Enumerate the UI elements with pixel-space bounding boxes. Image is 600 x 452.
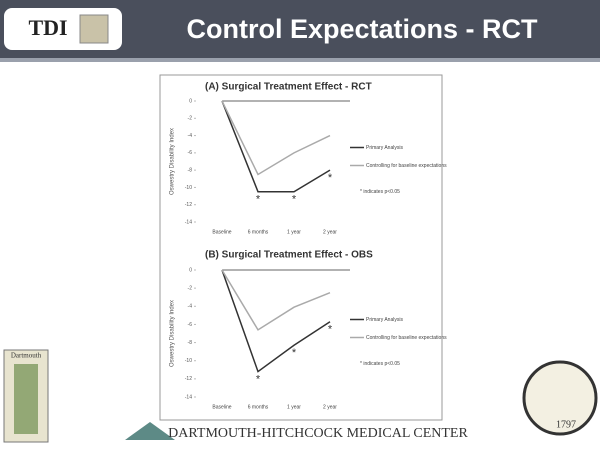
header-rule (0, 58, 600, 62)
significance-marker: * (256, 374, 261, 386)
y-tick-label: -14 (185, 394, 192, 400)
y-tick-label: -12 (185, 376, 192, 382)
y-tick-label: -10 (185, 185, 192, 191)
y-tick-label: -14 (185, 219, 192, 225)
y-tick-label: -12 (185, 202, 192, 208)
y-tick-label: -2 (188, 116, 193, 122)
y-tick-label: -4 (188, 133, 193, 139)
y-tick-label: 0 (189, 98, 192, 104)
series-line (221, 269, 331, 373)
significance-marker: * (256, 194, 261, 206)
series-line (221, 100, 331, 193)
logo-text: TDI (28, 15, 67, 40)
x-tick-label: Baseline (212, 404, 231, 410)
y-tick-label: -10 (185, 358, 192, 364)
significance-marker: * (328, 324, 333, 336)
legend-label: Controlling for baseline expectations (366, 163, 447, 169)
significance-marker: * (292, 194, 297, 206)
y-axis-label: Oswestry Disability Index (170, 300, 176, 367)
significance-marker: * (292, 347, 297, 359)
y-tick-label: -8 (188, 340, 193, 346)
legend-label: Primary Analysis (366, 317, 403, 323)
series-line (221, 269, 331, 331)
x-tick-label: 6 months (248, 229, 269, 235)
x-tick-label: Baseline (212, 229, 231, 235)
note: * indicates p<0.05 (360, 189, 400, 195)
y-axis-label: Oswestry Disability Index (170, 128, 176, 195)
x-tick-label: 2 year (323, 404, 337, 410)
y-tick-label: 0 (189, 267, 192, 273)
seal-year: 1797 (556, 419, 576, 430)
legend-label: Primary Analysis (366, 145, 403, 151)
y-tick-label: -4 (188, 304, 193, 310)
slide-title: Control Expectations - RCT (186, 14, 538, 44)
y-tick-label: -6 (188, 322, 193, 328)
y-tick-label: -8 (188, 167, 193, 173)
medical-seal (522, 360, 598, 436)
x-tick-label: 1 year (287, 229, 301, 235)
chart-frame (159, 74, 443, 421)
significance-marker: * (328, 172, 333, 184)
footer-text: DARTMOUTH-HITCHCOCK MEDICAL CENTER (168, 426, 468, 441)
footer-logo (125, 422, 175, 440)
chart-title: (A) Surgical Treatment Effect - RCT (205, 82, 372, 93)
y-tick-label: -6 (188, 150, 193, 156)
note: * indicates p<0.05 (360, 361, 400, 367)
logo-seal (79, 14, 109, 44)
series-line (221, 100, 331, 176)
x-tick-label: 6 months (248, 404, 269, 410)
chart-title: (B) Surgical Treatment Effect - OBS (205, 250, 373, 261)
x-tick-label: 1 year (287, 404, 301, 410)
y-tick-label: -2 (188, 285, 193, 291)
legend-label: Controlling for baseline expectations (366, 335, 447, 341)
tree-icon (14, 364, 38, 434)
seal-caption: Dartmouth (11, 352, 42, 360)
x-tick-label: 2 year (323, 229, 337, 235)
